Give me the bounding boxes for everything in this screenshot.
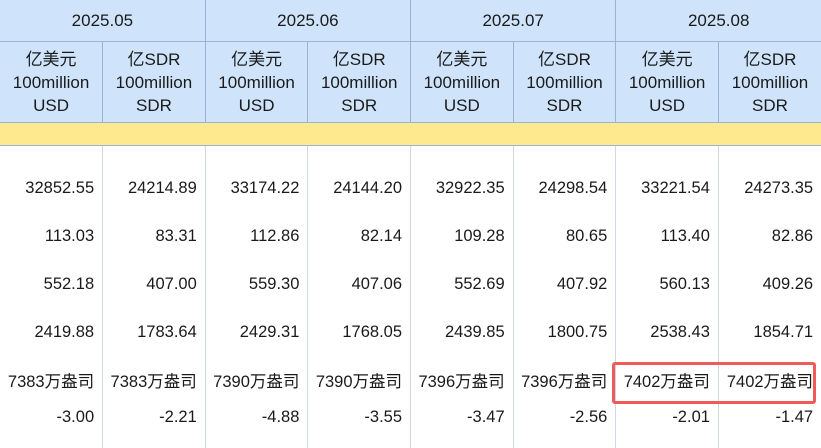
table-cell: 552.69: [410, 260, 514, 308]
table-row: 32852.55 24214.89 33174.22 24144.20 32922.35…: [0, 164, 821, 212]
table-cell: 560.13: [615, 260, 719, 308]
unit-label: SDR: [341, 95, 378, 115]
table-cell: 7396万盎司: [512, 356, 616, 404]
table-cell: 24214.89: [102, 164, 206, 212]
table-cell: -3.47: [410, 404, 514, 448]
header-band: [0, 122, 821, 146]
unit-label: 100million: [423, 72, 501, 92]
table-cell: 7383万盎司: [7, 373, 95, 391]
unit-label: SDR: [546, 95, 583, 115]
table-row: -3.00 -2.21 -4.88 -3.55 -3.47 -2.56 -2.01 -1.47: [0, 404, 821, 448]
table-row: 113.03 83.31 112.86 82.14 109.28 80.65 113.40 8…: [0, 212, 821, 260]
unit-label: 100million: [731, 72, 809, 92]
table-cell: 112.86: [204, 212, 308, 260]
unit-label: 100million: [526, 72, 603, 92]
month-header: 2025.06: [204, 0, 411, 42]
table-cell: 2538.43: [615, 308, 719, 356]
table-cell: 113.40: [615, 212, 719, 260]
table-cell: -1.47: [717, 404, 821, 448]
unit-label: 亿SDR: [538, 49, 591, 69]
unit-label: 亿美元: [436, 49, 488, 69]
unit-header: 亿美元 100million USD: [410, 41, 514, 123]
unit-header: 亿SDR 100million SDR: [307, 41, 411, 123]
table-cell: 33174.22: [204, 164, 308, 212]
table-row: 7383万盎司 7383万盎司 7390万盎司 7390万盎司 7396万盎司 7396万…: [0, 356, 821, 404]
table-cell: 32922.35: [410, 164, 514, 212]
table-cell: 7402万盎司: [615, 356, 719, 404]
unit-header: 亿美元 100million USD: [204, 41, 308, 123]
unit-label: 100million: [320, 72, 398, 92]
table-cell: 113.03: [44, 226, 95, 245]
yellow-band: [0, 122, 821, 146]
table-cell: 33221.54: [615, 164, 719, 212]
table-cell: -3.00: [56, 408, 95, 426]
table-cell: 552.18: [43, 274, 95, 293]
unit-header-row: 亿美元 100million USD 亿SDR 100million SDR 亿美元 100m…: [0, 41, 821, 123]
table-cell: -2.01: [615, 404, 719, 448]
table-cell: 1768.05: [307, 308, 411, 356]
table-cell: 80.65: [512, 212, 616, 260]
unit-label: 100million: [115, 72, 193, 92]
table-cell: -2.21: [102, 404, 206, 448]
table-cell: 2429.31: [204, 308, 308, 356]
month-header: 2025.08: [615, 0, 821, 42]
unit-header: 亿SDR 100million SDR: [102, 41, 206, 123]
table-cell: 24273.35: [717, 164, 821, 212]
month-header: 2025.05: [0, 0, 206, 42]
unit-label: USD: [443, 95, 480, 115]
table-cell: 1854.71: [717, 308, 821, 356]
table-cell: 7396万盎司: [410, 356, 514, 404]
table-cell: 1800.75: [512, 308, 616, 356]
month-header: 2025.07: [410, 0, 616, 42]
table-cell: -3.55: [307, 404, 411, 448]
table-cell: 109.28: [410, 212, 514, 260]
table-cell: 409.26: [717, 260, 821, 308]
data-body: 32852.55 24214.89 33174.22 24144.20 32922.35…: [0, 164, 821, 448]
table-cell: 83.31: [102, 212, 206, 260]
table-cell: 7383万盎司: [102, 356, 206, 404]
table-cell: 2439.85: [410, 308, 514, 356]
table-cell: 24144.20: [307, 164, 411, 212]
table-cell: 7390万盎司: [204, 356, 308, 404]
spacer-row: [0, 145, 821, 164]
table-row: 552.18 407.00 559.30 407.06 552.69 407.92 560.…: [0, 260, 821, 308]
unit-label: 亿美元: [231, 49, 283, 69]
table-cell: 24298.54: [512, 164, 616, 212]
table-cell: 82.86: [717, 212, 821, 260]
unit-label: USD: [33, 95, 70, 115]
table-cell: -2.56: [512, 404, 616, 448]
table-cell: 407.06: [307, 260, 411, 308]
table-cell: 7402万盎司: [717, 356, 821, 404]
table-row: 2419.88 1783.64 2429.31 1768.05 2439.85 1800.…: [0, 308, 821, 356]
unit-label: 亿SDR: [743, 49, 797, 69]
unit-label: 亿美元: [25, 49, 77, 69]
unit-label: SDR: [752, 95, 788, 115]
table-cell: 407.00: [102, 260, 206, 308]
table-cell: 1783.64: [102, 308, 206, 356]
table-cell: 559.30: [204, 260, 308, 308]
month-header-row: 2025.05 2025.06 2025.07 2025.08: [0, 0, 821, 42]
unit-label: 100million: [218, 72, 295, 92]
unit-header: 亿SDR 100million SDR: [512, 41, 616, 123]
table-cell: 407.92: [512, 260, 616, 308]
table-cell: 7390万盎司: [307, 356, 411, 404]
unit-header: 亿美元 100million USD: [0, 41, 103, 123]
unit-label: USD: [649, 95, 686, 115]
unit-label: 100million: [12, 72, 90, 92]
table-cell: 82.14: [307, 212, 411, 260]
unit-label: 100million: [628, 72, 706, 92]
unit-header: 亿SDR 100million SDR: [717, 41, 821, 123]
unit-label: 亿SDR: [127, 49, 181, 69]
unit-label: 亿美元: [641, 49, 693, 69]
table-cell: -4.88: [204, 404, 308, 448]
table-cell: 32852.55: [25, 178, 95, 197]
unit-label: 亿SDR: [332, 49, 386, 69]
unit-label: USD: [238, 95, 275, 115]
unit-label: SDR: [135, 95, 172, 115]
table-cell: 2419.88: [34, 322, 95, 341]
unit-header: 亿美元 100million USD: [615, 41, 719, 123]
